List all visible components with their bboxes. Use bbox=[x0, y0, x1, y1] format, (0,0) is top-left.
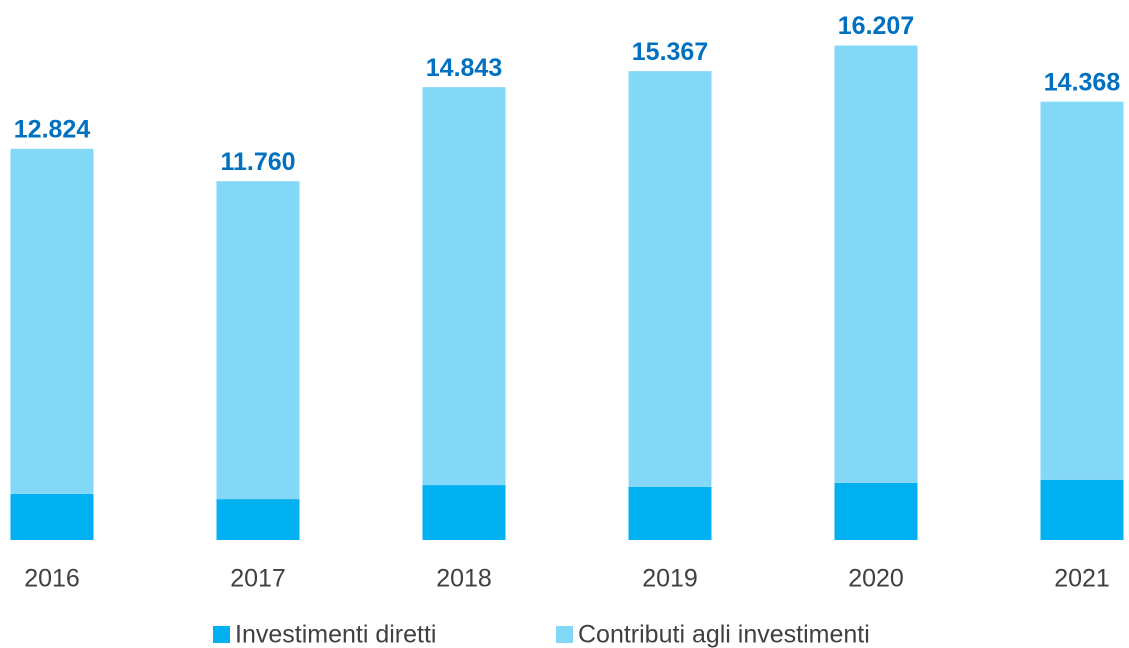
bar-segment bbox=[1040, 101, 1124, 480]
total-label: 12.824 bbox=[14, 115, 91, 143]
bar-segment bbox=[10, 148, 94, 494]
bar-segment bbox=[834, 482, 918, 540]
legend-swatch bbox=[213, 626, 230, 643]
total-label: 15.367 bbox=[632, 38, 708, 66]
bar-segment bbox=[10, 493, 94, 540]
bar-segment bbox=[422, 87, 506, 486]
legend-label: Contributi agli investimenti bbox=[578, 621, 870, 648]
total-label: 14.843 bbox=[426, 54, 502, 82]
legend-label: Investimenti diretti bbox=[235, 621, 436, 648]
bar-segment bbox=[628, 486, 712, 540]
x-tick-label: 2018 bbox=[436, 565, 492, 593]
x-tick-label: 2017 bbox=[230, 565, 286, 593]
total-label: 11.760 bbox=[220, 148, 295, 176]
total-label: 16.207 bbox=[838, 12, 914, 40]
bar-segment bbox=[216, 499, 300, 540]
total-label: 14.368 bbox=[1044, 68, 1121, 96]
bar-segment bbox=[628, 71, 712, 487]
legend-swatch bbox=[556, 626, 573, 643]
bar-segment bbox=[422, 485, 506, 540]
x-tick-label: 2016 bbox=[24, 565, 80, 593]
x-tick-label: 2019 bbox=[642, 565, 698, 593]
bar-segment bbox=[216, 181, 300, 500]
bar-segment bbox=[834, 45, 918, 483]
x-tick-label: 2020 bbox=[848, 565, 904, 593]
x-tick-label: 2021 bbox=[1054, 565, 1110, 593]
bar-segment bbox=[1040, 479, 1124, 540]
